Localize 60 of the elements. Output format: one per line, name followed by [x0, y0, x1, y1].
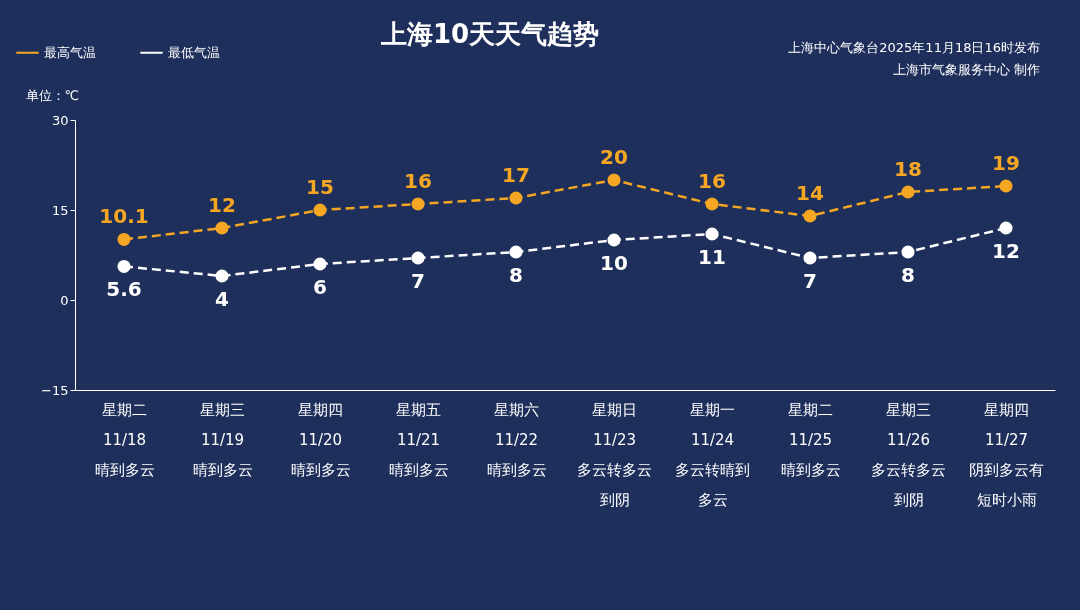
data-label: 15 — [306, 175, 334, 199]
point — [117, 259, 131, 273]
point — [803, 209, 817, 223]
data-label: 17 — [502, 163, 530, 187]
y-tick-label: −15 — [41, 382, 69, 398]
point — [705, 197, 719, 211]
data-label: 16 — [404, 169, 432, 193]
point — [803, 251, 817, 265]
data-label: 11 — [698, 245, 726, 269]
point — [411, 197, 425, 211]
point — [607, 233, 621, 247]
x-tick-label: 星期四 11/20 晴到多云 — [290, 400, 351, 479]
data-label: 6 — [313, 275, 327, 299]
text: 上海中心气象台2025年11月18日16时发布 — [788, 40, 1040, 55]
point — [901, 185, 915, 199]
point — [313, 257, 327, 271]
data-label: 7 — [803, 269, 817, 293]
point — [313, 203, 327, 217]
point — [999, 179, 1013, 193]
y-axis-title: 单位：℃ — [25, 87, 80, 103]
legend-label: 最高气温 — [44, 44, 96, 60]
data-label: 8 — [509, 263, 523, 287]
data-label: 20 — [600, 145, 628, 169]
data-label: 18 — [894, 157, 922, 181]
data-label: 19 — [992, 151, 1020, 175]
y-tick-label: 0 — [60, 292, 69, 308]
y-tick-label: 30 — [51, 112, 69, 128]
x-tick-label: 星期一 11/24 多云转晴到多云 — [675, 400, 750, 509]
data-label: 4 — [215, 287, 229, 311]
point — [999, 221, 1013, 235]
point — [411, 251, 425, 265]
point — [509, 191, 523, 205]
data-label: 10 — [600, 251, 628, 275]
chart-title: 上海10天天气趋势 — [379, 19, 600, 49]
data-label: 14 — [796, 181, 824, 205]
data-label: 12 — [992, 239, 1020, 263]
y-tick-label: 15 — [51, 202, 69, 218]
point — [509, 245, 523, 259]
x-tick-label: 星期四 11/27 阴到多云有短时小雨 — [969, 400, 1044, 509]
x-tick-label: 星期二 11/18 晴到多云 — [94, 400, 155, 479]
data-label: 5.6 — [106, 277, 142, 302]
x-tick-label: 星期日 11/23 多云转多云到阴 — [577, 400, 652, 509]
x-tick-label: 星期三 11/19 晴到多云 — [192, 400, 253, 479]
point — [705, 227, 719, 241]
point — [607, 173, 621, 187]
data-label: 8 — [901, 263, 915, 287]
x-tick-label: 星期五 11/21 晴到多云 — [388, 400, 449, 479]
data-label: 10.1 — [99, 204, 149, 229]
data-label: 16 — [698, 169, 726, 193]
x-tick-label: 星期二 11/25 晴到多云 — [780, 400, 841, 479]
legend-label: 最低气温 — [168, 44, 220, 60]
text: 上海市气象服务中心 制作 — [892, 62, 1040, 77]
point — [215, 269, 229, 283]
point — [117, 232, 131, 246]
x-tick-label: 星期三 11/26 多云转多云到阴 — [871, 400, 946, 509]
x-tick-label: 星期六 11/22 晴到多云 — [486, 400, 547, 479]
point — [215, 221, 229, 235]
point — [901, 245, 915, 259]
data-label: 12 — [208, 193, 236, 217]
data-label: 7 — [411, 269, 425, 293]
